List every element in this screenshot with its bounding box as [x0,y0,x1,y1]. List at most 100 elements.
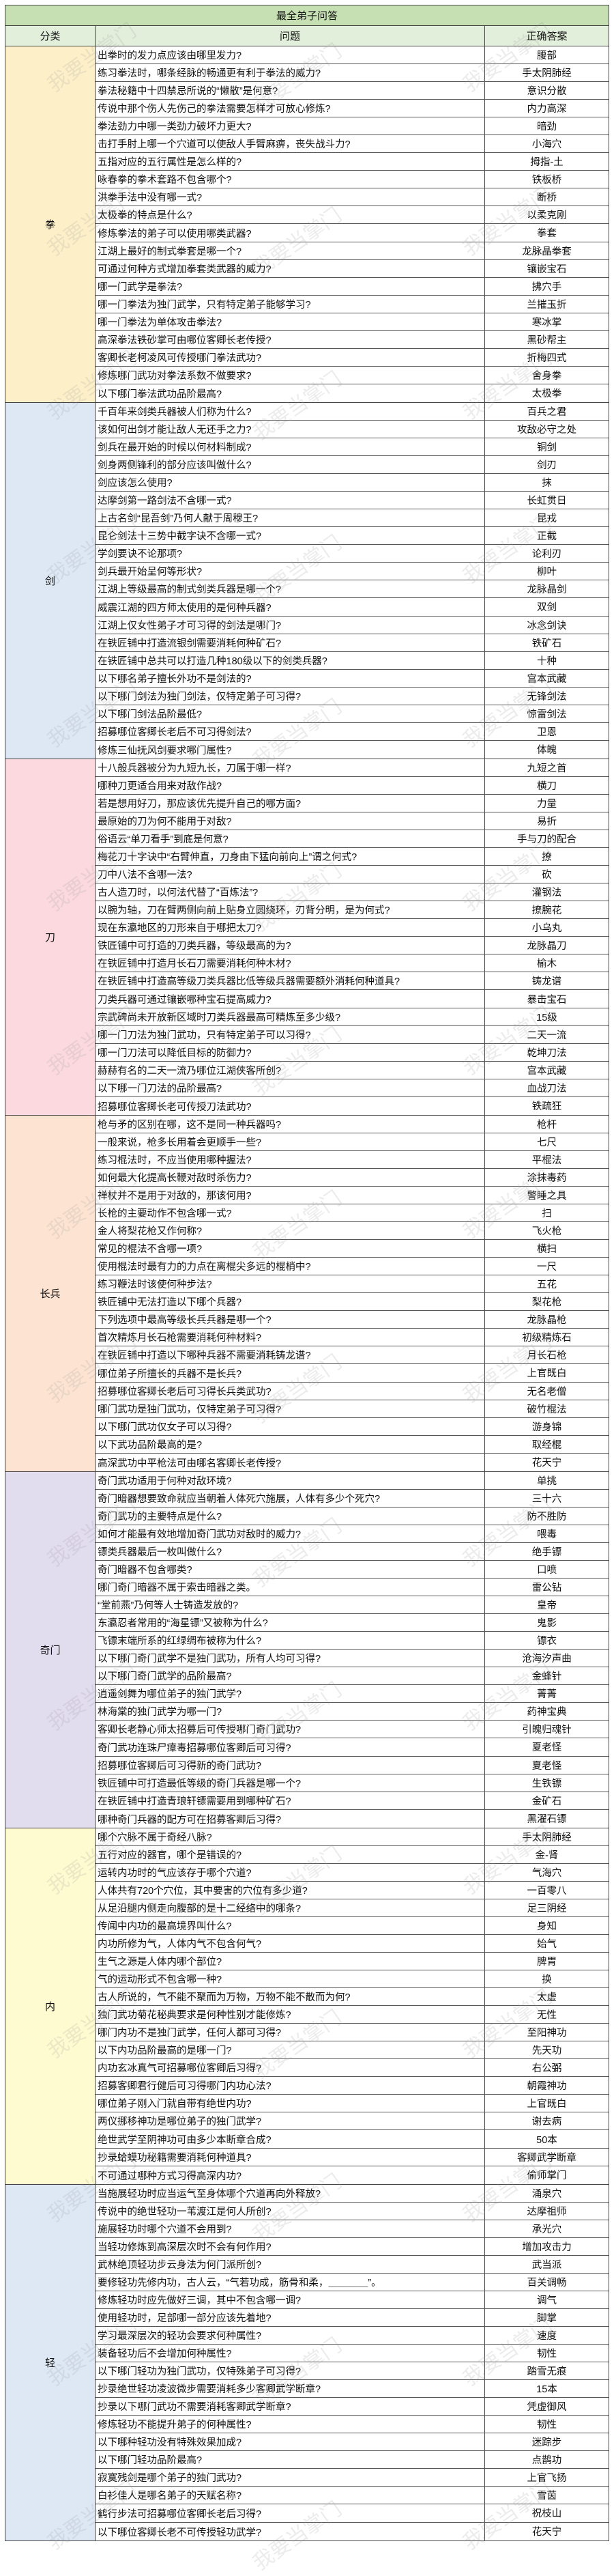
question-cell: 东瀛忍者常用的“海星镖”又被称为什么? [96,1614,485,1632]
answer-cell: 腰部 [537,51,557,62]
question-cell: 练习拳法时，哪条经脉的畅通更有利于拳法的威力? [96,64,485,82]
table-row: 练习棍法时，不应当使用哪种握法? 平棍法 [96,1150,609,1169]
question-cell: 哪位弟子刚入门就自带有绝世内功? [96,2095,485,2112]
answer-cell: 扫 [542,1208,552,1220]
answer-cell: 舍身拳 [531,370,562,382]
answer-cell: 镶嵌宝石 [527,264,567,275]
question-cell: 以下武功品阶最高的是? [96,1435,485,1453]
question-cell: 刀类兵器可通过镶嵌哪种宝石提高威力? [96,990,485,1008]
question-cell: 赫赫有名的二天一流乃哪位江湖侠客所创? [96,1061,485,1079]
table-row: 禅杖并不是用于对敌的，那该何用? 警睡之具 [96,1187,609,1205]
question-cell: 镖类兵器最后一枚叫做什么? [96,1542,485,1560]
answer-cell: 武当派 [531,2259,562,2271]
question-cell: 客卿长老柯凌风可传授哪门拳法武功? [96,348,485,366]
question-cell: 在铁匠铺中打造流银剑需要消耗何种矿石? [96,634,485,651]
answer-cell: 破竹棍法 [527,1404,567,1415]
question-cell: 两仪挪移神功是哪位弟子的独门武学? [96,2112,485,2130]
question-cell: 江湖上等级最高的制式剑类兵器是哪一个? [96,580,485,598]
answer-cell: 卫恩 [537,726,557,738]
answer-cell: 拂穴手 [531,281,562,293]
question-cell: 出拳时的发力点应该由哪里发力? [96,46,485,64]
table-row: 武林绝顶轻功步云身法为何门派所创? 武当派 [96,2255,609,2274]
table-row: 现在东瀛地区的刀形来自于哪把太刀? 小乌丸 [96,919,609,937]
question-cell: 哪种奇门兵器的配方可在招募客卿后习得? [96,1809,485,1828]
question-cell: 练习鞭法时该使何种步法? [96,1275,485,1293]
answer-cell: 涌泉穴 [531,2188,562,2200]
answer-cell: 三十六 [531,1493,562,1505]
table-row: 气的运动形式不包含哪一种? 换 [96,1970,609,1989]
answer-cell: 上官既白 [527,2099,567,2110]
table-row: 奇门武功的主要特点是什么? 防不胜防 [96,1507,609,1525]
table-row: 使用棍法时最有力的力点在离棍尖多远的棍梢中? 一尺 [96,1258,609,1276]
answer-cell: 脾胃 [537,1957,557,1968]
question-cell: 施展轻功时哪个穴道不会用到? [96,2220,485,2237]
answer-cell: 横刀 [537,780,557,792]
question-cell: 从足沿腿内侧走向腹部的是十二经络中的哪条? [96,1899,485,1916]
answer-cell: 镖衣 [537,1636,557,1647]
question-cell: 若是想用好刀，那应该优先提升自己的哪方面? [96,794,485,812]
answer-cell: 黑砂帮主 [527,335,567,346]
answer-cell: 无锋剑法 [527,691,567,703]
answer-cell: 金蜂针 [531,1671,562,1683]
question-cell: 高深拳法铁砂掌可由哪位客卿长老传授? [96,330,485,348]
question-cell: 常见的棍法不含哪一项? [96,1240,485,1258]
table-row: 拳法秘籍中十四禁忌所说的“懒散”是何意? 意识分散 [96,82,609,100]
table-row: 以下哪门拳法武功品阶最高? 太极拳 [96,384,609,402]
answer-cell: 始气 [537,1938,557,1950]
answer-cell: 调气 [537,2295,557,2306]
answer-cell: 夏老怪 [531,1742,562,1754]
table-row: 以下哪门轻功品阶最高? 点鹊功 [96,2451,609,2469]
table-row: 铁匠铺中可打造最低等级的奇门兵器是哪一个? 生铁镖 [96,1774,609,1792]
table-row: “堂前燕”乃何等人士铸造发放的? 皇帝 [96,1596,609,1615]
question-cell: 寂寞残剑是哪个弟子的独门武功? [96,2469,485,2487]
table-header-row: 分类 问题 正确答案 [5,26,609,46]
table-row: 哪位弟子所擅长的兵器不是长兵? 上官既白 [96,1364,609,1383]
answer-cell: 沧海汐声曲 [522,1654,572,1665]
table-row: 人体共有720个穴位，其中要害的穴位有多少道? 一百零八 [96,1881,609,1899]
answer-cell: 百兵之君 [527,406,567,418]
question-cell: 拳法劲力中哪一类劲力破坏力更大? [96,117,485,135]
question-cell: 客卿长老静心师太招募后可传授哪门奇门武功? [96,1721,485,1738]
table-row: 如何才能最有效地增加奇门武功对敌时的威力? 喂毒 [96,1525,609,1543]
table-row: 抄录绝世轻功凌波微步需要消耗多少客卿武学断章? 15本 [96,2380,609,2398]
question-cell: 内功所修为气，人体内气不包含何气? [96,1934,485,1953]
answer-cell: 迷踪步 [531,2437,562,2449]
question-cell: 上古名剑“昆吾剑”乃何人献于周穆王? [96,509,485,527]
table-row: 内功所修为气，人体内气不包含何气? 始气 [96,1934,609,1953]
question-cell: 以下哪门拳法武功品阶最高? [96,384,485,402]
answer-cell: 撩 [542,852,552,864]
table-row: 传说中的绝世轻功一苇渡江是何人所创? 达摩祖师 [96,2202,609,2220]
table-row: 拳法劲力中哪一类劲力破坏力更大? 暗劲 [96,117,609,136]
table-row: 以下哪门奇门武学的品阶最高? 金蜂针 [96,1667,609,1686]
table-row: 当施展轻功时应当运气至身体哪个穴道再向外释放? 涌泉穴 [96,2184,609,2203]
table-row: 传闻中内功的最高境界叫什么? 身知 [96,1916,609,1935]
question-cell: 人体共有720个穴位，其中要害的穴位有多少道? [96,1881,485,1899]
question-cell: 气的运动形式不包含哪一种? [96,1970,485,1988]
answer-cell: 二天一流 [527,1030,567,1041]
question-cell: 招募哪位客卿长老后可习得长兵类武功? [96,1382,485,1400]
answer-cell: 花天宁 [531,2527,562,2538]
category-group: 剑千百年来剑类兵器被人们称为什么? 百兵之君 该如何出剑才能让敌人无还手之力? 攻敌必… [5,402,609,759]
answer-cell: 绝手镖 [531,1546,562,1558]
table-row: 十八般兵器被分为九短九长，刀属于哪一样? 九短之首 [96,759,609,777]
table-row: 以下内功品阶最高的是哪一门? 先天功 [96,2041,609,2060]
question-cell: 以下哪种轻功没有特殊效果加成? [96,2433,485,2451]
table-row: 上古名剑“昆吾剑”乃何人献于周穆王? 昆戎 [96,509,609,528]
table-row: 在铁匠铺中总共可以打造几种180级以下的剑类兵器? 十种 [96,651,609,670]
question-cell: 铁匠铺中可打造最低等级的奇门兵器是哪一个? [96,1774,485,1792]
category-group: 轻当施展轻功时应当运气至身体哪个穴道再向外释放? 涌泉穴 传说中的绝世轻功一苇渡江是… [5,2184,609,2540]
question-cell: 十八般兵器被分为九短九长，刀属于哪一样? [96,759,485,776]
question-cell: 招募哪位客卿后可习得新的奇门武功? [96,1756,485,1774]
table-row: 在铁匠铺中打造以下哪种兵器不需要消耗铸龙谱? 月长石枪 [96,1346,609,1365]
table-row: 太极拳的特点是什么? 以柔克刚 [96,206,609,225]
question-cell: 高深武功中平枪法可由哪名客卿长老传授? [96,1453,485,1471]
table-row: 修炼哪门武功对拳法系数不做要求? 舍身拳 [96,366,609,384]
table-row: 哪一门拳法为单体攻击拳法? 寒冰掌 [96,313,609,331]
table-row: 奇门暗器想要致命就应当朝着人体死穴施展，人体有多少个死穴? 三十六 [96,1489,609,1508]
table-row: 从足沿腿内侧走向腹部的是十二经络中的哪条? 足三阴经 [96,1899,609,1917]
table-row: 客卿长老柯凌风可传授哪门拳法武功? 折梅四式 [96,348,609,367]
table-row: 威震江湖的四方师太使用的是何种兵器? 双剑 [96,598,609,617]
answer-cell: 九短之首 [527,763,567,774]
table-row: 练习拳法时，哪条经脉的畅通更有利于拳法的威力? 手太阴肺经 [96,64,609,83]
table-row: 练习鞭法时该使何种步法? 五花 [96,1275,609,1294]
